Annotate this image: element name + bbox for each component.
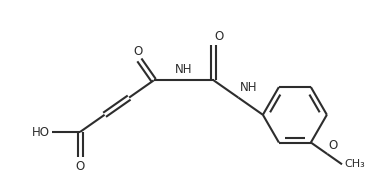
Text: O: O [75,160,85,173]
Text: NH: NH [240,81,258,94]
Text: CH₃: CH₃ [344,159,365,169]
Text: O: O [328,139,338,152]
Text: NH: NH [175,63,192,76]
Text: O: O [134,45,143,58]
Text: O: O [215,30,224,43]
Text: HO: HO [32,125,50,139]
